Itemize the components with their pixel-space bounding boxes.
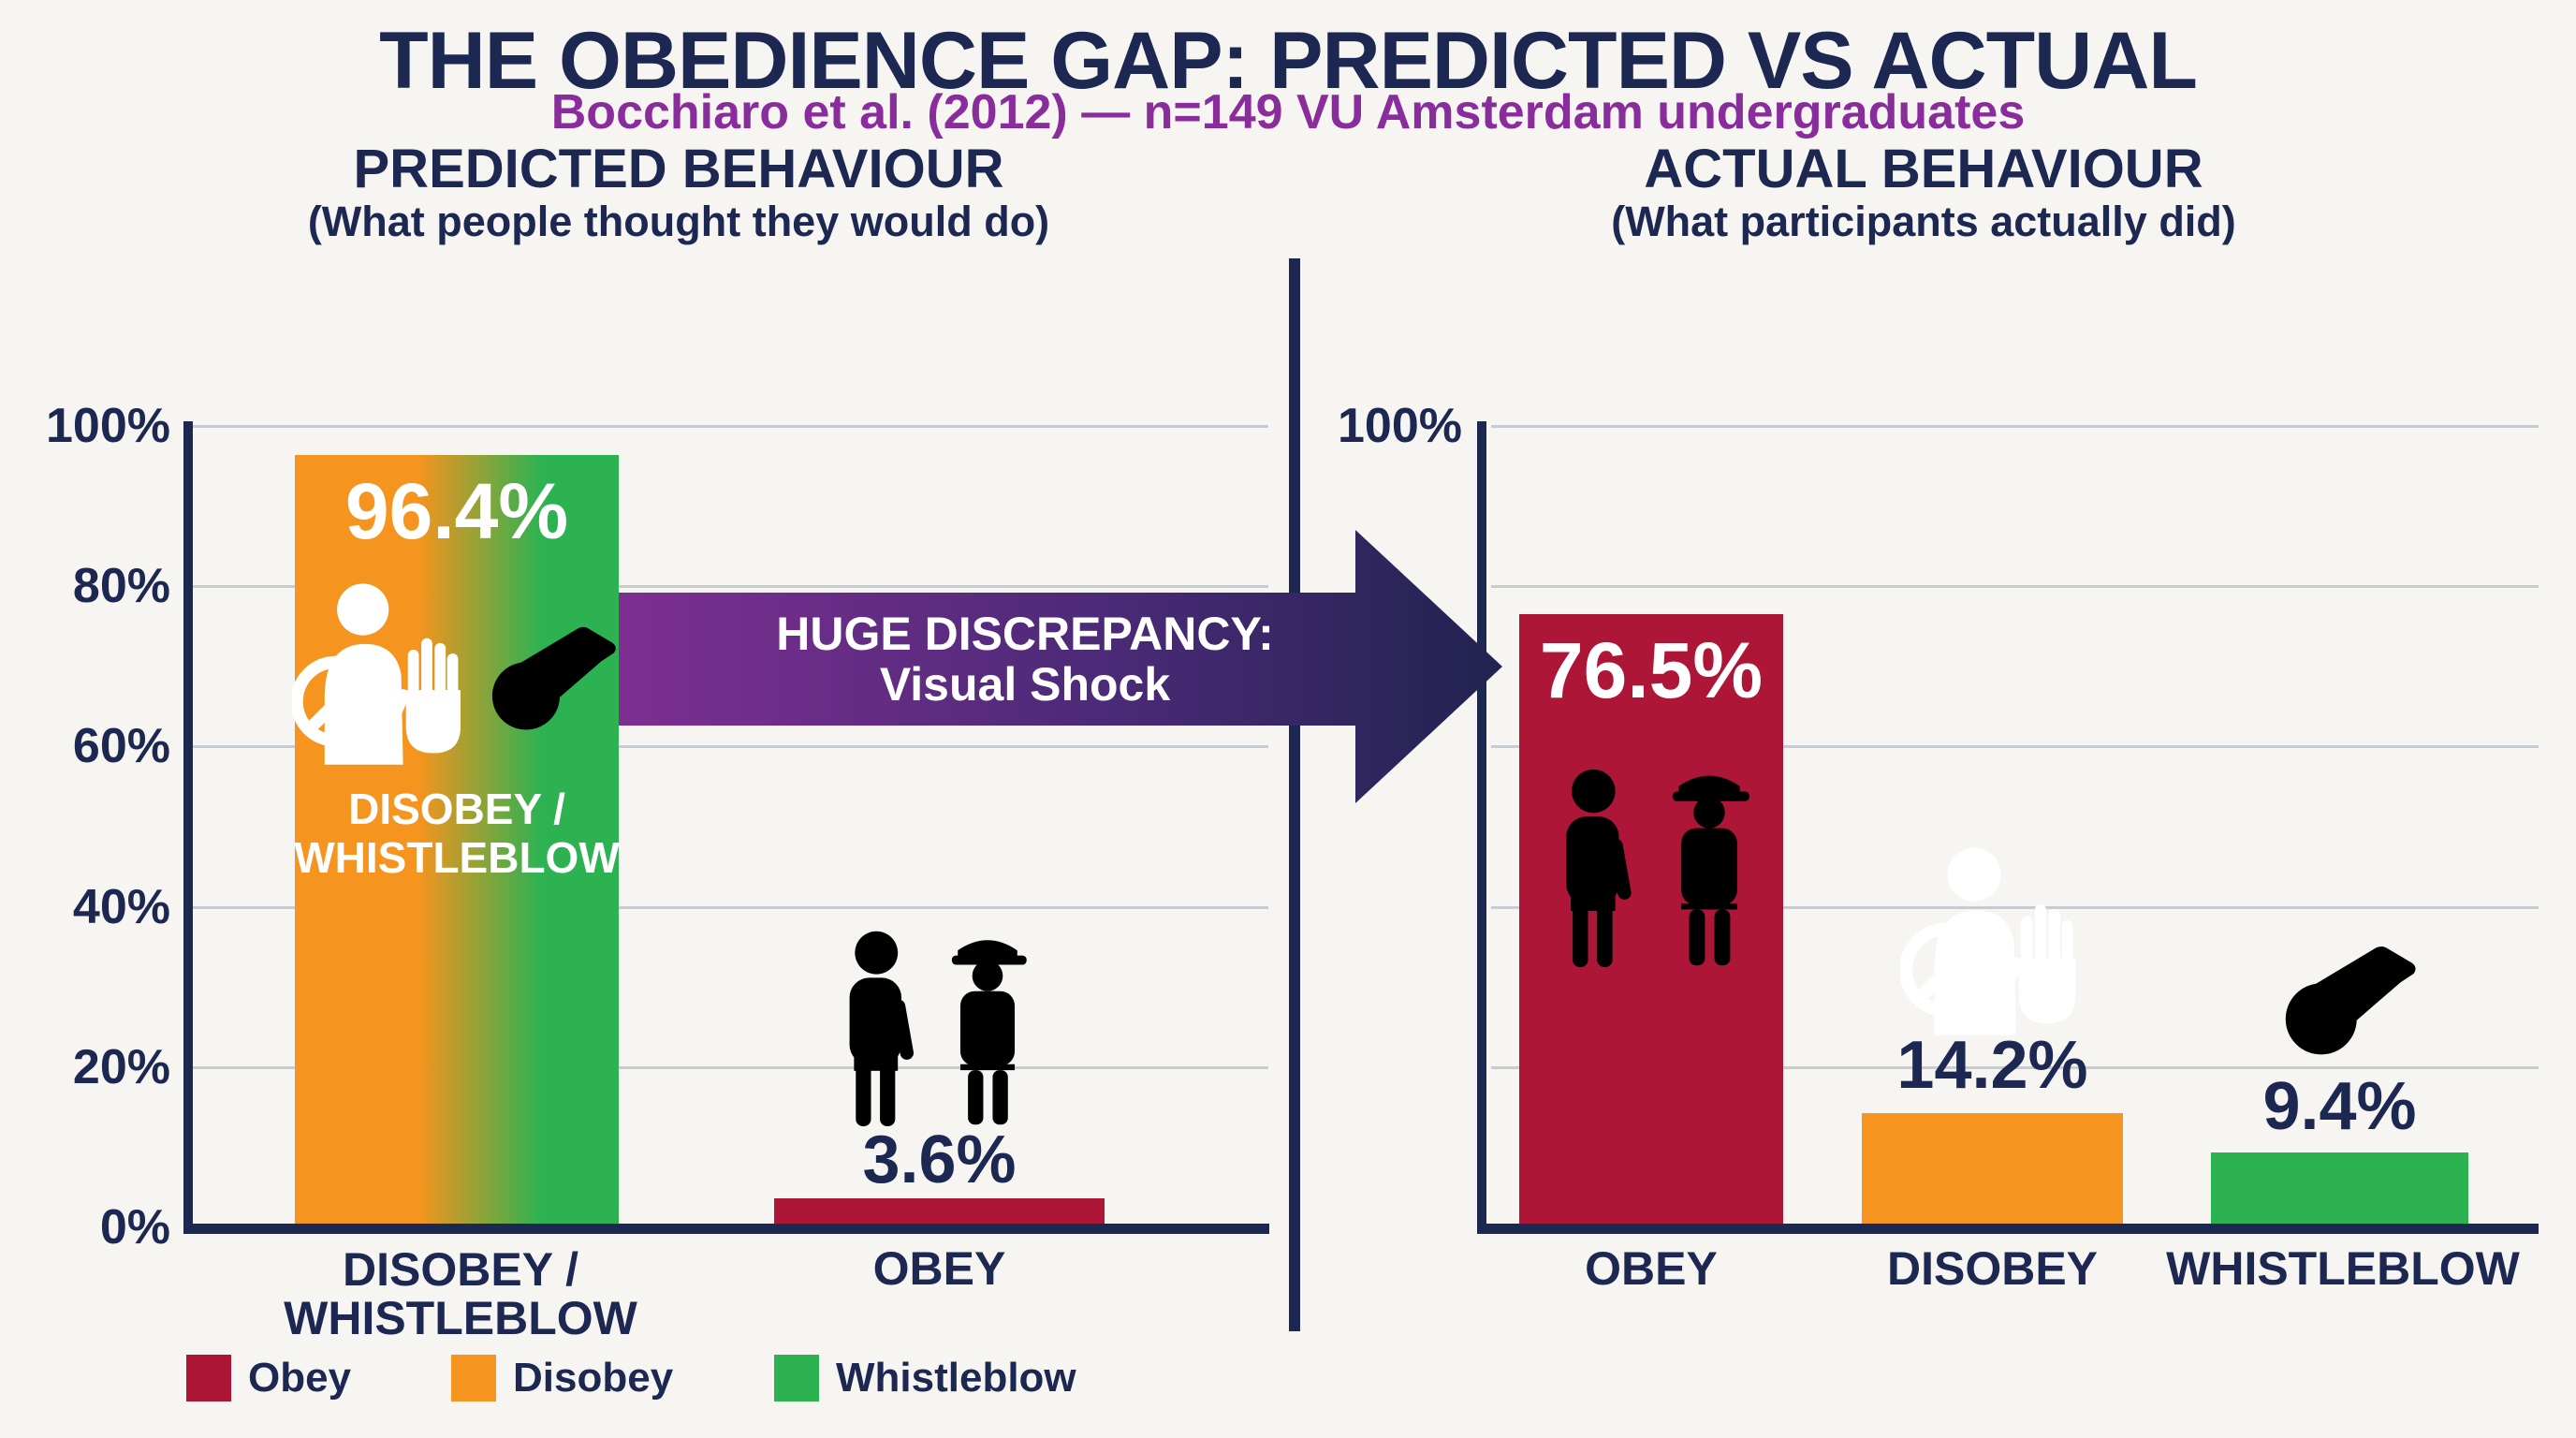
banner-line2: Visual Shock [879, 658, 1171, 711]
legend-label-disobey: Disobey [513, 1355, 674, 1401]
legend-item-disobey: Disobey [451, 1354, 673, 1402]
gridline-40 [192, 906, 1268, 909]
legend-swatch-disobey [451, 1355, 496, 1401]
saluting-person-icon [1548, 770, 1632, 968]
bar-value-label: 9.4% [2262, 1069, 2417, 1144]
ytick-20: 20% [72, 1040, 170, 1094]
page-subtitle: Bocchiaro et al. (2012) — n=149 VU Amste… [550, 85, 2026, 139]
page-title: THE OBEDIENCE GAP: PREDICTED VS ACTUAL [379, 16, 2198, 106]
whistle-icon [481, 605, 616, 730]
gridline-100 [192, 425, 1268, 428]
gridline-80 [1491, 585, 2539, 588]
ytick-100: 100% [46, 399, 170, 453]
x-axis-right [1477, 1224, 2539, 1234]
gridline-20 [1491, 1066, 2539, 1069]
y-axis-left [183, 421, 193, 1234]
x-axis-left [183, 1224, 1269, 1234]
disobey-stop-hand-icon [1900, 839, 2076, 1037]
bar-icons [292, 575, 622, 773]
bar-icons [1536, 753, 1766, 968]
right-panel-subheading: (What participants actually did) [1611, 198, 2236, 245]
discrepancy-banner-text: HUGE DISCREPANCY: Visual Shock [646, 593, 1404, 726]
xlabel-obey-left: OBEY [872, 1242, 1006, 1295]
bar-predicted-obey [774, 1198, 1105, 1227]
discrepancy-arrow [619, 530, 1502, 803]
ytick-60: 60% [72, 719, 170, 773]
left-panel-heading: PREDICTED BEHAVIOUR [353, 139, 1004, 199]
legend-swatch-whistleblow [774, 1355, 819, 1401]
xlabel-whistleblow: WHISTLEBLOW [2166, 1242, 2520, 1295]
banner-line1: HUGE DISCREPANCY: [776, 608, 1274, 660]
legend-item-obey: Obey [186, 1354, 351, 1402]
gridline-80 [192, 585, 1268, 588]
panel-divider [1289, 258, 1300, 1331]
gridline-40 [1491, 906, 2539, 909]
bar-actual-whistleblow [2211, 1152, 2468, 1227]
xlabel-disobey: DISOBEY [1886, 1242, 2099, 1295]
disobey-stop-hand-icon [1900, 839, 2076, 1037]
ytick-right-100: 100% [1338, 399, 1462, 453]
disobey-stop-hand-icon [292, 575, 461, 767]
legend-item-whistleblow: Whistleblow [774, 1354, 1076, 1402]
xlabel-obey-right: OBEY [1585, 1242, 1718, 1295]
bar-value-label: 76.5% [1539, 626, 1764, 715]
bar-predicted-disobey-whistleblow: 96.4% DISOBEY / WHISTLEBLOW [292, 454, 622, 1227]
bar-actual-obey: 76.5% [1519, 614, 1783, 1227]
gridline-60 [1491, 745, 2539, 748]
police-officer-icon [1666, 775, 1749, 966]
legend-label-obey: Obey [248, 1355, 352, 1401]
actual-chart-plot: 76.5% [1491, 425, 2539, 1227]
right-panel-heading: ACTUAL BEHAVIOUR [1644, 139, 2203, 199]
ytick-80: 80% [72, 559, 170, 613]
xlabel-disobey-whistleblow: DISOBEY / WHISTLEBLOW [284, 1243, 637, 1344]
gridline-60 [192, 745, 1268, 748]
whistle-icon [2274, 923, 2416, 1055]
legend-swatch-obey [186, 1355, 231, 1401]
y-axis-right [1477, 421, 1486, 1234]
obey-icons-predicted [820, 923, 1043, 1127]
saluting-person-icon [832, 931, 915, 1127]
bar-value-label: 96.4% [344, 466, 569, 555]
bar-value-label: 3.6% [862, 1123, 1017, 1197]
whistle-icon [2265, 919, 2422, 1062]
legend-label-whistleblow: Whistleblow [836, 1355, 1076, 1401]
bar-value-label: 14.2% [1896, 1028, 2088, 1103]
bar-inner-label: DISOBEY / WHISTLEBLOW [294, 784, 620, 883]
predicted-chart-plot: 96.4% DISOBEY / WHISTLEBLOW [192, 425, 1268, 1227]
gridline-100 [1491, 425, 2539, 428]
gridline-20 [192, 1066, 1268, 1069]
left-panel-subheading: (What people thought they would do) [307, 198, 1050, 245]
police-officer-icon [945, 940, 1027, 1125]
bar-actual-disobey [1862, 1113, 2123, 1227]
ytick-0: 0% [99, 1200, 170, 1255]
ytick-40: 40% [72, 880, 170, 934]
